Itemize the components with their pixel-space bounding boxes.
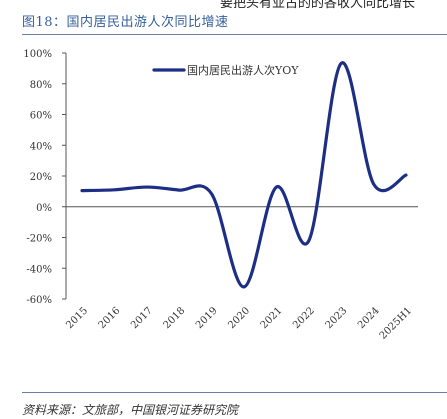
x-tick-label: 2024 bbox=[356, 305, 382, 331]
data-point-2016 bbox=[113, 188, 116, 191]
x-tick-label: 2025H1 bbox=[378, 305, 414, 341]
y-axis: -60% -40% -20% 0% 20% 40% 60% 80% 100% bbox=[23, 49, 67, 306]
data-point-2015 bbox=[81, 189, 84, 192]
legend: 国内居民出游人次YOY bbox=[152, 63, 299, 77]
x-axis: 2015 2016 2017 2018 2019 2020 2021 2022 2023 2024… bbox=[64, 206, 418, 342]
y-tick-label: -20% bbox=[26, 234, 52, 245]
y-tick-label: -60% bbox=[26, 295, 52, 306]
y-tick-label: 100% bbox=[23, 49, 52, 60]
data-point-2021 bbox=[275, 186, 278, 189]
series-line bbox=[80, 61, 408, 289]
x-tick-label: 2020 bbox=[226, 305, 252, 331]
x-tick-label: 2017 bbox=[129, 305, 155, 331]
y-tick-label: 80% bbox=[30, 80, 52, 91]
data-point-2019 bbox=[210, 192, 213, 195]
y-tick-label: -40% bbox=[26, 264, 52, 275]
x-tick-label: 2016 bbox=[97, 305, 123, 331]
data-point-2025H1 bbox=[405, 174, 408, 177]
y-tick-label: 60% bbox=[30, 111, 52, 122]
data-point-2023 bbox=[340, 62, 343, 65]
x-tick-label: 2021 bbox=[259, 305, 285, 331]
data-point-2017 bbox=[145, 186, 148, 189]
footer-rule bbox=[22, 392, 447, 393]
top-text-fragment: 要把头有业古的的各收人同比增长 bbox=[220, 0, 416, 11]
y-tick-label: 40% bbox=[30, 141, 52, 152]
source-note: 资料来源：文旅部，中国银河证券研究院 bbox=[22, 403, 239, 417]
series-layer bbox=[80, 61, 408, 289]
data-point-2018 bbox=[178, 189, 181, 192]
x-tick-label: 2015 bbox=[64, 305, 90, 331]
line-chart: -60%-40%-20%0%20%40%60%80%100% 2015 2016 2… bbox=[23, 49, 418, 342]
y-tick-label: 0% bbox=[36, 203, 52, 214]
legend-label: 国内居民出游人次YOY bbox=[187, 63, 299, 77]
figure-title: 图18：国内居民出游人次同比增速 bbox=[22, 15, 229, 30]
x-tick-label: 2019 bbox=[194, 305, 220, 331]
data-point-2024 bbox=[372, 182, 375, 185]
x-tick-label: 2023 bbox=[324, 305, 350, 331]
x-tick-label: 2022 bbox=[291, 305, 317, 331]
data-point-2022 bbox=[307, 239, 310, 242]
y-tick-label: 20% bbox=[30, 172, 52, 183]
title-rule bbox=[22, 34, 447, 35]
data-point-2020 bbox=[243, 285, 246, 288]
x-tick-label: 2018 bbox=[162, 305, 188, 331]
